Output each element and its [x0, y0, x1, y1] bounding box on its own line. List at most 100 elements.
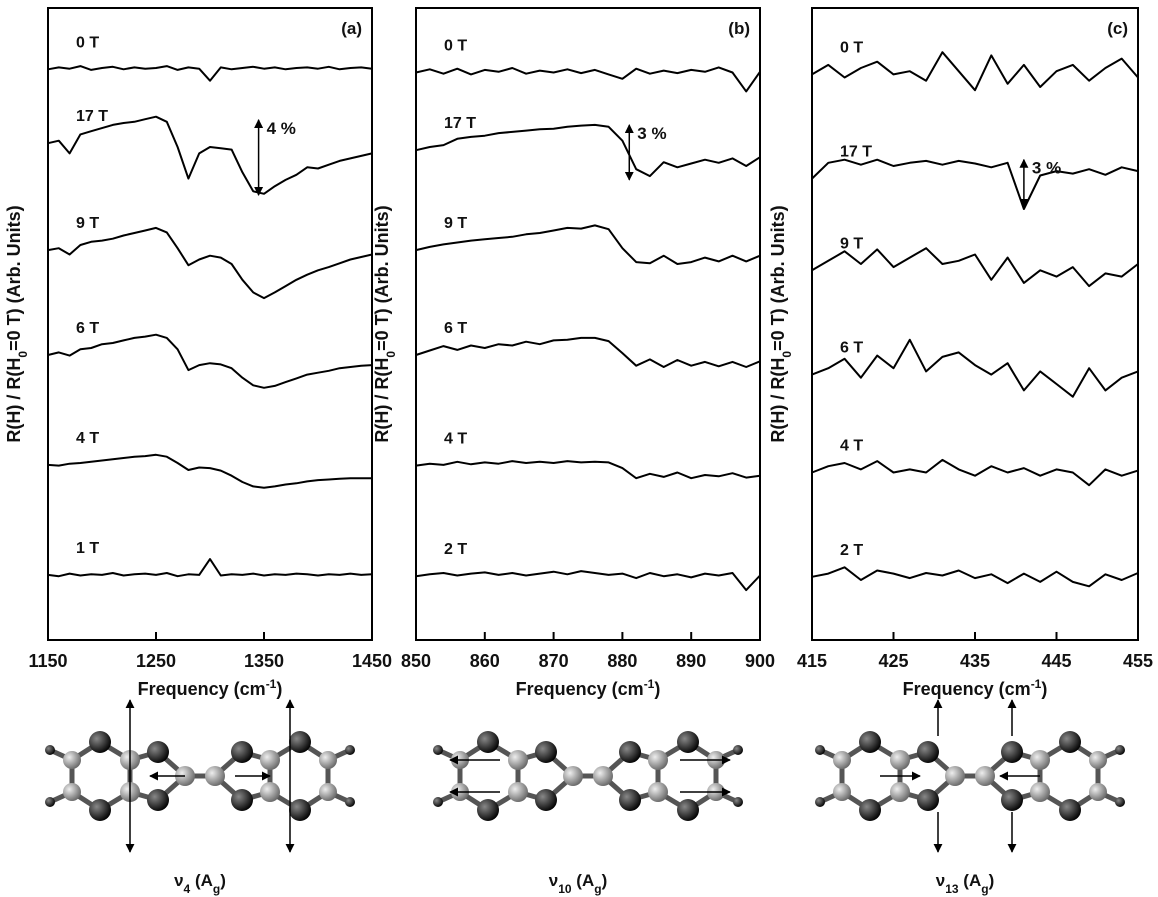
spectrum-line	[811, 338, 1139, 398]
x-tick-label: 435	[960, 651, 990, 671]
plot-frame	[415, 7, 761, 641]
spectrum-line	[415, 224, 761, 265]
label-part: -1	[1031, 677, 1042, 691]
y-axis-label: R(H) / R(H0=0 T) (Arb. Units)	[768, 205, 794, 442]
x-tick-label: 425	[878, 651, 908, 671]
label-part: =0 T) (Arb. Units)	[372, 205, 392, 351]
label-part: 4	[184, 882, 191, 896]
label-part: 0	[384, 351, 398, 358]
series-label: 2 T	[840, 542, 863, 559]
label-part: =0 T) (Arb. Units)	[768, 205, 788, 351]
label-part: -1	[266, 677, 277, 691]
label-part: )	[276, 679, 282, 699]
label-part: )	[989, 871, 995, 890]
series-label: 6 T	[840, 340, 863, 357]
label-part: ν	[549, 871, 558, 890]
spectrum-line	[47, 226, 373, 300]
plot-frame	[47, 7, 373, 641]
x-tick-label: 860	[470, 651, 500, 671]
x-axis-label: Frequency (cm-1)	[903, 677, 1048, 699]
x-tick-label: 880	[607, 651, 637, 671]
label-part: -1	[644, 677, 655, 691]
label-part: (A	[959, 871, 982, 890]
displacement-arrows	[125, 699, 1040, 853]
series-label: 4 T	[444, 431, 467, 448]
series-label: 17 T	[444, 115, 476, 132]
series-label: 17 T	[840, 144, 872, 161]
spectrum-line	[415, 336, 761, 368]
x-tick-label: 1450	[352, 651, 392, 671]
label-part: R(H) / R(H	[4, 358, 24, 443]
x-tick-label: 1150	[28, 651, 67, 671]
x-axis-label: Frequency (cm-1)	[516, 677, 661, 699]
label-part: Frequency (cm	[138, 679, 266, 699]
x-tick-label: 850	[401, 651, 431, 671]
label-part: 13	[945, 882, 959, 896]
label-part: Frequency (cm	[903, 679, 1031, 699]
label-part: )	[654, 679, 660, 699]
series-label: 9 T	[444, 215, 467, 232]
panel-label: (b)	[728, 19, 750, 38]
label-part: (A	[572, 871, 595, 890]
label-part: 0	[16, 351, 30, 358]
series-label: 9 T	[76, 215, 99, 232]
series-label: 0 T	[444, 37, 467, 54]
spectrum-line	[47, 115, 373, 195]
label-part: R(H) / R(H	[768, 358, 788, 443]
x-tick-label: 415	[797, 651, 827, 671]
y-axis-label: R(H) / R(H0=0 T) (Arb. Units)	[4, 205, 30, 442]
label-part: ν	[174, 871, 183, 890]
x-tick-label: 890	[676, 651, 706, 671]
label-part: 10	[558, 882, 572, 896]
spectrum-line	[811, 51, 1139, 92]
mode-label: ν4 (Ag)	[174, 871, 226, 896]
spectrum-line	[415, 460, 761, 480]
spectrum-line	[415, 66, 761, 93]
label-part: g	[213, 882, 220, 896]
mode-label: ν13 (Ag)	[936, 871, 995, 896]
spectrum-line	[811, 247, 1139, 288]
x-tick-label: 1350	[244, 651, 284, 671]
label-part: )	[220, 871, 226, 890]
x-axis-label: Frequency (cm-1)	[138, 677, 283, 699]
spectrum-line	[811, 566, 1139, 588]
x-tick-label: 1250	[136, 651, 176, 671]
label-part: (A	[190, 871, 213, 890]
label-part: g	[594, 882, 601, 896]
annotation-text: 3 %	[637, 124, 666, 143]
mode-label: ν10 (Ag)	[549, 871, 608, 896]
label-part: Frequency (cm	[516, 679, 644, 699]
spectrum-line	[47, 333, 373, 389]
series-label: 9 T	[840, 235, 863, 252]
x-tick-label: 870	[539, 651, 569, 671]
series-label: 6 T	[76, 320, 99, 337]
annotation-text: 3 %	[1032, 159, 1061, 178]
series-label: 4 T	[840, 438, 863, 455]
panel-label: (a)	[341, 19, 362, 38]
x-tick-label: 455	[1123, 651, 1153, 671]
series-label: 0 T	[840, 39, 863, 56]
molecule-diagram	[433, 731, 743, 821]
label-part: 0	[780, 351, 794, 358]
series-label: 4 T	[76, 430, 99, 447]
molecule-diagram	[815, 731, 1125, 821]
molecule-diagram	[45, 731, 355, 821]
series-label: 2 T	[444, 541, 467, 558]
series-label: 6 T	[444, 320, 467, 337]
spectrum-line	[47, 65, 373, 82]
x-tick-label: 900	[745, 651, 775, 671]
spectrum-line	[415, 570, 761, 592]
series-label: 17 T	[76, 108, 108, 125]
label-part: R(H) / R(H	[372, 358, 392, 443]
panel-label: (c)	[1107, 19, 1128, 38]
spectrum-line	[47, 558, 373, 578]
x-tick-label: 445	[1041, 651, 1071, 671]
series-label: 1 T	[76, 540, 99, 557]
label-part: g	[981, 882, 988, 896]
label-part: )	[1041, 679, 1047, 699]
series-label: 0 T	[76, 34, 99, 51]
spectrum-line	[415, 123, 761, 178]
spectrum-line	[811, 158, 1139, 210]
label-part: =0 T) (Arb. Units)	[4, 205, 24, 351]
